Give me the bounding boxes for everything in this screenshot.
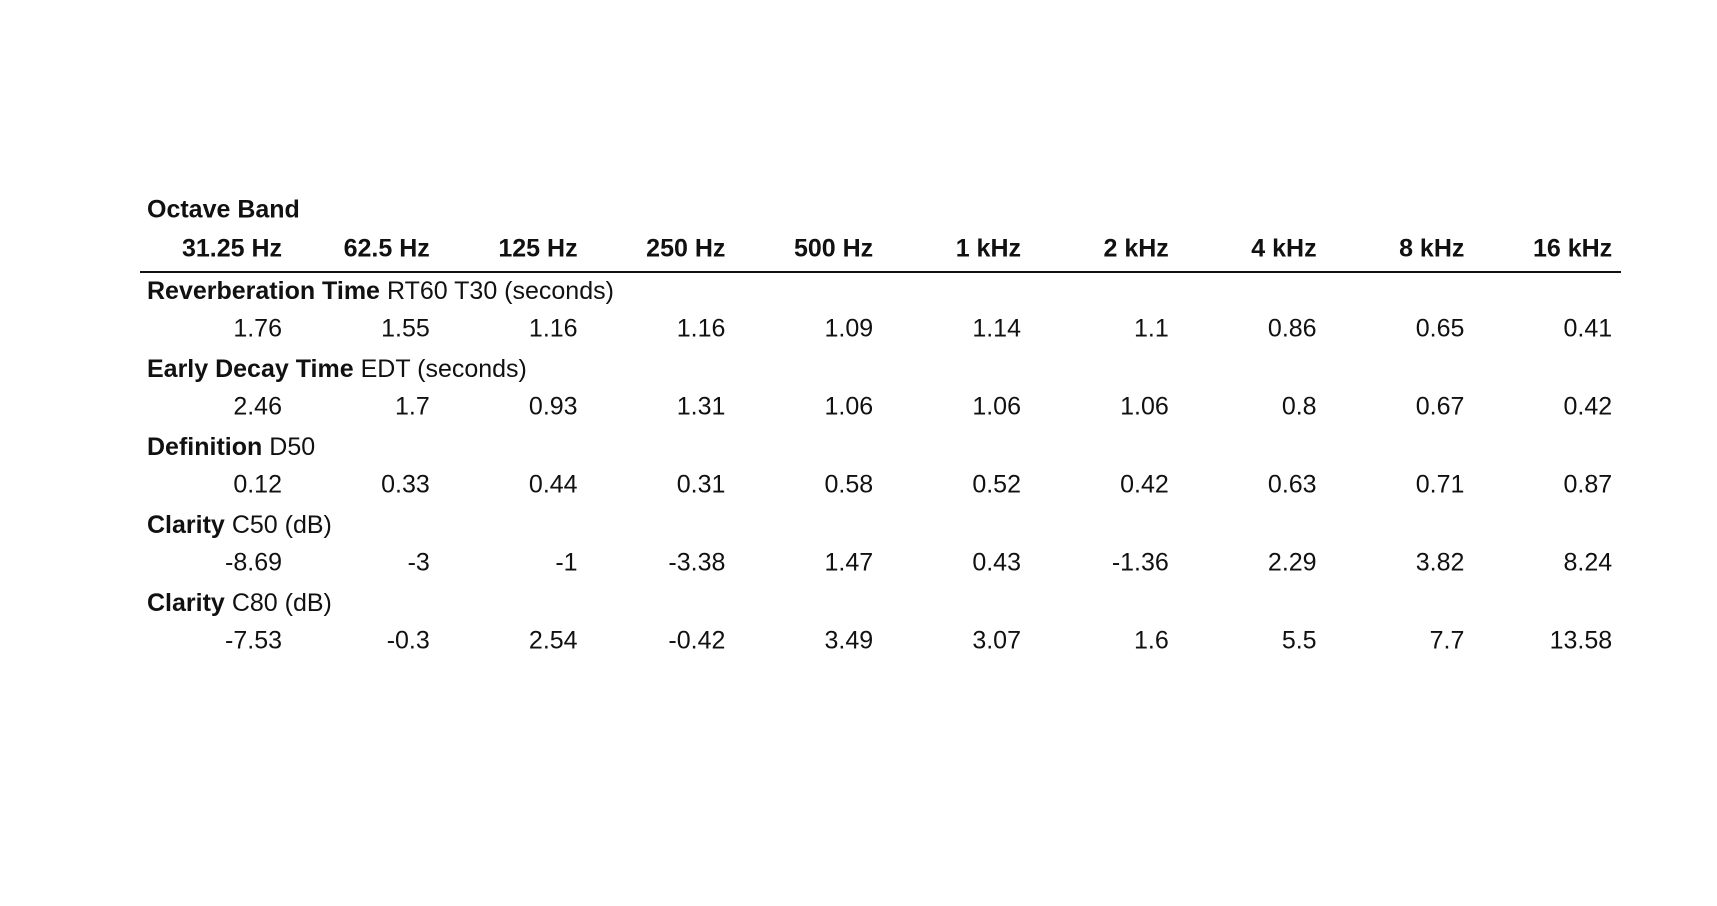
section-name: Early Decay Time: [147, 355, 354, 383]
cell-value: 0.58: [825, 471, 874, 499]
cell-value: 1.16: [677, 315, 726, 343]
cell-value: 0.44: [529, 471, 578, 499]
column-header: 125 Hz: [498, 235, 577, 263]
section-label: Early Decay Time EDT (seconds): [147, 355, 527, 383]
cell-value: 0.93: [529, 393, 578, 421]
cell-value: 0.63: [1268, 471, 1317, 499]
cell-value: 7.7: [1430, 627, 1465, 655]
cell-value: -0.3: [387, 627, 430, 655]
cell-value: 3.07: [972, 627, 1021, 655]
cell-value: 0.42: [1120, 471, 1169, 499]
column-header: 1 kHz: [956, 235, 1021, 263]
cell-value: 2.29: [1268, 549, 1317, 577]
column-header: 8 kHz: [1399, 235, 1464, 263]
cell-value: 1.76: [233, 315, 282, 343]
table-title: Octave Band: [147, 196, 300, 224]
cell-value: 0.42: [1564, 393, 1613, 421]
cell-value: 0.67: [1416, 393, 1465, 421]
section-detail: EDT (seconds): [361, 355, 527, 383]
cell-value: 1.7: [395, 393, 430, 421]
cell-value: 1.16: [529, 315, 578, 343]
cell-value: 0.52: [972, 471, 1021, 499]
cell-value: -8.69: [225, 549, 282, 577]
cell-value: 5.5: [1282, 627, 1317, 655]
section-detail: C80 (dB): [232, 589, 332, 617]
cell-value: 1.06: [1120, 393, 1169, 421]
section-label: Definition D50: [147, 433, 315, 461]
cell-value: 0.71: [1416, 471, 1465, 499]
cell-value: 0.33: [381, 471, 430, 499]
column-header: 16 kHz: [1533, 235, 1612, 263]
column-header: 2 kHz: [1103, 235, 1168, 263]
section-label: Clarity C80 (dB): [147, 589, 332, 617]
cell-value: -1.36: [1112, 549, 1169, 577]
section-detail: D50: [269, 433, 315, 461]
cell-value: 3.49: [825, 627, 874, 655]
cell-value: 1.06: [972, 393, 1021, 421]
column-header: 250 Hz: [646, 235, 725, 263]
cell-value: 1.1: [1134, 315, 1169, 343]
cell-value: -1: [555, 549, 577, 577]
cell-value: 8.24: [1564, 549, 1613, 577]
section-name: Clarity: [147, 589, 225, 617]
cell-value: 1.47: [825, 549, 874, 577]
section-name: Clarity: [147, 511, 225, 539]
cell-value: 3.82: [1416, 549, 1465, 577]
cell-value: 1.31: [677, 393, 726, 421]
cell-value: 0.41: [1564, 315, 1613, 343]
section-detail: C50 (dB): [232, 511, 332, 539]
cell-value: 0.43: [972, 549, 1021, 577]
cell-value: -3.38: [668, 549, 725, 577]
cell-value: 1.55: [381, 315, 430, 343]
column-header: 500 Hz: [794, 235, 873, 263]
section-label: Clarity C50 (dB): [147, 511, 332, 539]
cell-value: 2.54: [529, 627, 578, 655]
column-header: 31.25 Hz: [182, 235, 282, 263]
column-header: 4 kHz: [1251, 235, 1316, 263]
column-header: 62.5 Hz: [344, 235, 430, 263]
cell-value: 1.14: [972, 315, 1021, 343]
cell-value: 13.58: [1550, 627, 1613, 655]
cell-value: 0.12: [233, 471, 282, 499]
cell-value: 0.8: [1282, 393, 1317, 421]
section-name: Reverberation Time: [147, 277, 380, 305]
cell-value: 0.87: [1564, 471, 1613, 499]
cell-value: 1.06: [825, 393, 874, 421]
cell-value: 1.09: [825, 315, 874, 343]
cell-value: 0.31: [677, 471, 726, 499]
section-detail: RT60 T30 (seconds): [387, 277, 614, 305]
section-label: Reverberation Time RT60 T30 (seconds): [147, 277, 614, 305]
section-name: Definition: [147, 433, 262, 461]
cell-value: 2.46: [233, 393, 282, 421]
cell-value: -0.42: [668, 627, 725, 655]
cell-value: 0.86: [1268, 315, 1317, 343]
cell-value: -7.53: [225, 627, 282, 655]
cell-value: 0.65: [1416, 315, 1465, 343]
cell-value: -3: [408, 549, 430, 577]
cell-value: 1.6: [1134, 627, 1169, 655]
